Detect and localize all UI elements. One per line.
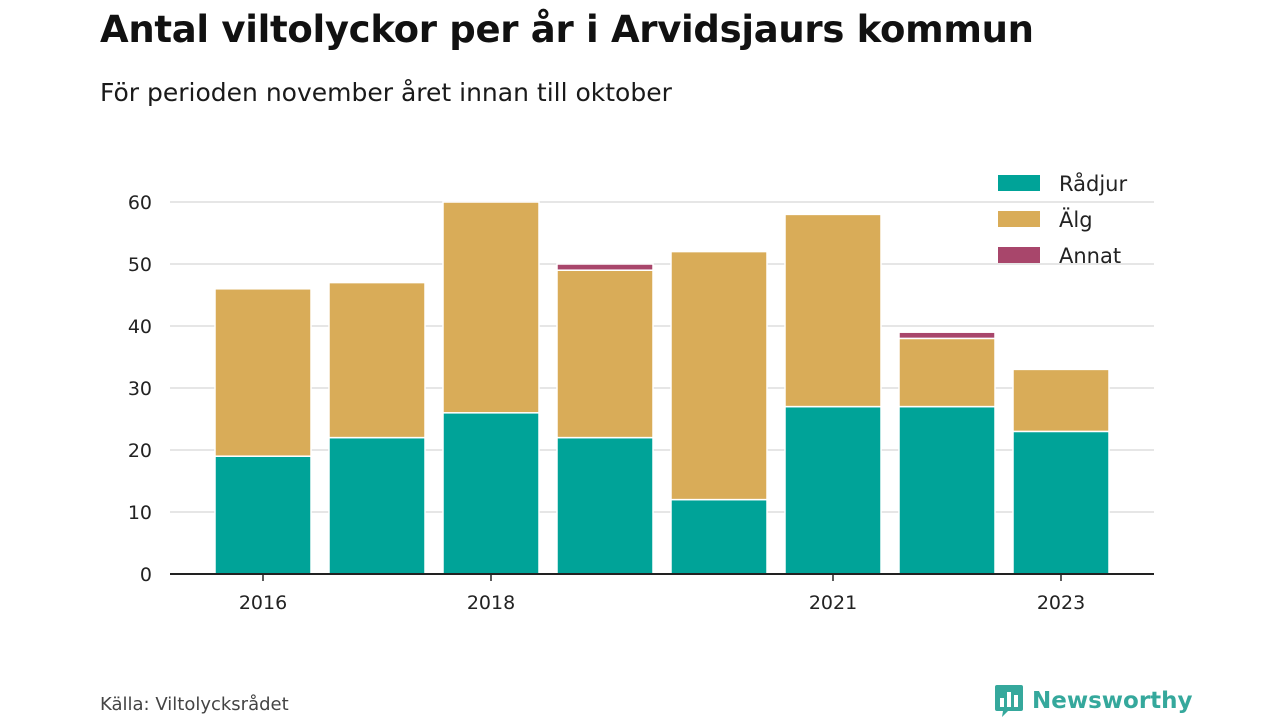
y-tick-label: 10 — [128, 502, 152, 524]
chart-title: Antal viltolyckor per år i Arvidsjaurs k… — [100, 8, 1034, 51]
y-tick-label: 50 — [128, 254, 152, 276]
y-axis-tick-labels: 0 10 20 30 40 50 60 — [128, 192, 152, 586]
bar-segment-radjur — [670, 498, 768, 575]
bar-segment-radjur — [442, 412, 540, 575]
legend-swatch — [998, 247, 1040, 263]
bar-segment-alg — [214, 288, 312, 457]
bar-segment-alg — [898, 337, 996, 408]
legend-swatch — [998, 175, 1040, 191]
y-tick-label: 20 — [128, 440, 152, 462]
stacked-bar-chart: 0 10 20 30 40 50 60 2016 2018 2021 2023 Rådjur Älg… — [128, 171, 1154, 614]
bar-segment-alg — [328, 281, 426, 439]
bar-segment-alg — [556, 269, 654, 439]
x-tick-label: 2021 — [809, 592, 857, 614]
brand-name: Newsworthy — [1032, 688, 1193, 714]
x-tick-label: 2018 — [467, 592, 515, 614]
bar-segment-alg — [784, 213, 882, 408]
bar-segment-annat — [898, 331, 996, 340]
y-tick-label: 60 — [128, 192, 152, 214]
bar-segment-annat — [556, 263, 654, 271]
bar-segment-radjur — [898, 405, 996, 575]
legend: Rådjur Älg Annat — [998, 171, 1127, 268]
y-tick-label: 0 — [140, 564, 152, 586]
bar-segment-radjur — [1012, 430, 1110, 575]
source-note: Källa: Viltolycksrådet — [100, 694, 289, 715]
x-tick-label: 2023 — [1037, 592, 1085, 614]
bar-segment-alg — [442, 201, 540, 414]
legend-label: Rådjur — [1059, 171, 1127, 196]
legend-label: Älg — [1059, 207, 1093, 232]
legend-label: Annat — [1059, 244, 1121, 268]
x-tick-label: 2016 — [239, 592, 287, 614]
bar-segment-radjur — [784, 405, 882, 575]
bar-segment-radjur — [556, 436, 654, 575]
bar-segment-radjur — [328, 436, 426, 575]
bar-chart-speech-bubble-icon — [995, 685, 1023, 717]
bars — [214, 201, 1110, 575]
bar-segment-radjur — [214, 455, 312, 575]
x-axis-ticks: 2016 2018 2021 2023 — [239, 574, 1085, 614]
brand-logo: Newsworthy — [994, 684, 1193, 718]
bar-segment-alg — [670, 250, 768, 501]
y-tick-label: 30 — [128, 378, 152, 400]
legend-swatch — [998, 211, 1040, 227]
bar-segment-alg — [1012, 368, 1110, 433]
chart-subtitle: För perioden november året innan till ok… — [100, 78, 672, 107]
y-tick-label: 40 — [128, 316, 152, 338]
